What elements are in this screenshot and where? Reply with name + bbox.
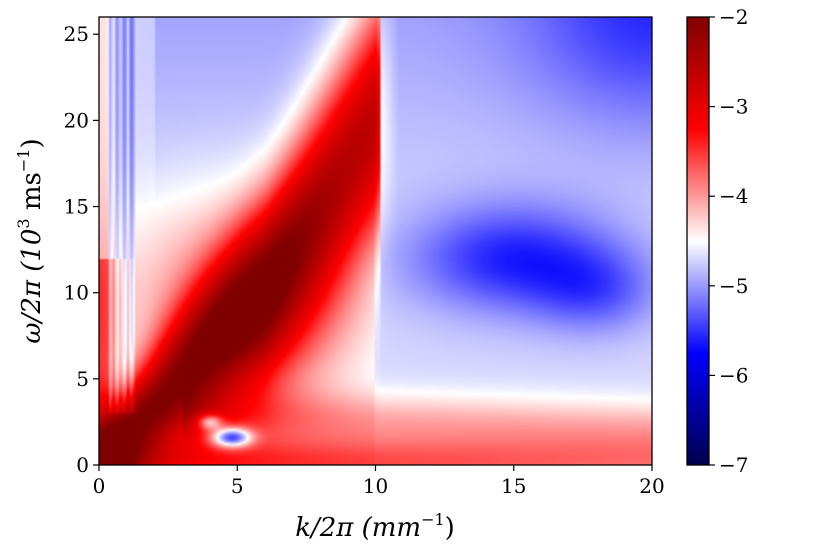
colorbar-tick-label: −7: [719, 453, 748, 477]
y-axis-label: ω/2π (103 ms−1): [14, 138, 47, 343]
colorbar-tick-label: −4: [719, 184, 748, 208]
x-axis-label-close: ): [445, 513, 455, 543]
colorbar-tick-label: −6: [719, 363, 748, 387]
y-axis-label-mid: ms: [17, 172, 47, 218]
y-axis-label-sup1: 3: [14, 218, 33, 228]
y-tick-label: 10: [64, 281, 89, 305]
x-tick-label: 10: [363, 474, 388, 498]
x-axis-ticks: 0 5 10 15 20: [93, 465, 665, 498]
x-tick-label: 5: [231, 474, 244, 498]
y-axis-label-close: ): [17, 138, 47, 148]
y-tick-label: 25: [64, 22, 89, 46]
y-axis-label-main: ω/2π (10: [17, 229, 47, 344]
y-tick-label: 0: [76, 453, 89, 477]
x-tick-label: 20: [639, 474, 664, 498]
colorbar-tick-label: −5: [719, 274, 748, 298]
x-tick-label: 15: [501, 474, 526, 498]
heatmap-image: [99, 17, 652, 465]
x-axis-label-main: k/2π (mm: [295, 513, 421, 543]
x-axis-label: k/2π (mm−1): [295, 510, 455, 543]
x-axis-label-sup: −1: [421, 510, 445, 529]
x-tick-label: 0: [93, 474, 106, 498]
y-tick-label: 20: [64, 108, 89, 132]
y-tick-label: 15: [64, 195, 89, 219]
colorbar-ticks: −2 −3 −4 −5 −6 −7: [709, 5, 748, 477]
colorbar-tick-label: −3: [719, 95, 748, 119]
colorbar: [686, 16, 710, 466]
y-axis-ticks: 0 5 10 15 20 25: [64, 22, 99, 477]
y-tick-label: 5: [76, 367, 89, 391]
colorbar-tick-label: −2: [719, 5, 748, 29]
y-axis-label-sup2: −1: [14, 149, 33, 173]
